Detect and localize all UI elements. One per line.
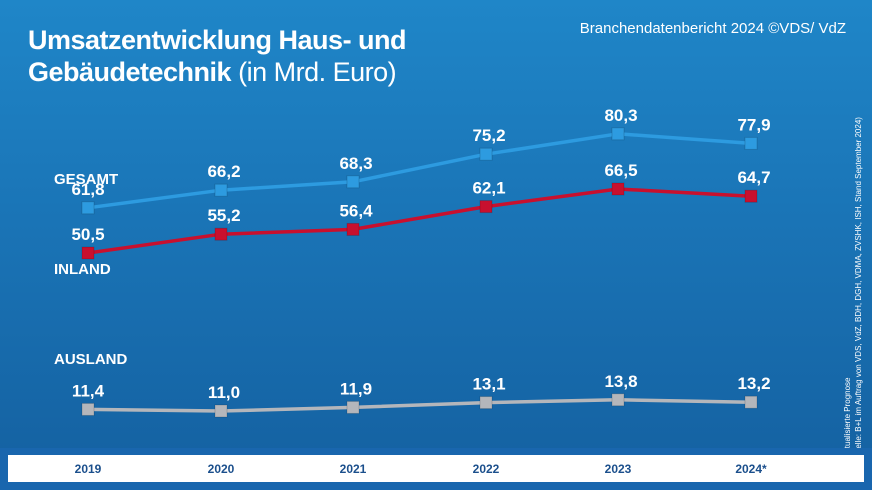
data-label-gesamt-2020: 66,2 — [207, 162, 240, 181]
data-point-inland-2023 — [611, 182, 625, 196]
data-point-gesamt-2023 — [611, 127, 625, 141]
data-point-inland-2022 — [479, 200, 493, 214]
data-label-ausland-2019: 11,4 — [72, 381, 105, 400]
data-point-ausland-2022 — [479, 396, 493, 410]
data-label-inland-2019: 50,5 — [71, 225, 104, 244]
source-credit: Branchendatenbericht 2024 ©VDS/ VdZ — [579, 20, 846, 37]
x-tick-label-2023: 2023 — [605, 462, 632, 476]
data-point-ausland-2021 — [346, 400, 360, 414]
legend-label-ausland: AUSLAND — [54, 351, 127, 368]
data-point-gesamt-2020 — [214, 183, 228, 197]
data-point-gesamt-2019 — [81, 201, 95, 215]
series-line-inland — [86, 187, 753, 255]
x-tick-label-2020: 2020 — [208, 462, 235, 476]
data-label-ausland-2022: 13,1 — [472, 375, 505, 394]
data-label-ausland-2024: 13,2 — [737, 374, 770, 393]
data-point-inland-2020 — [214, 227, 228, 241]
data-point-ausland-2019 — [81, 402, 95, 416]
data-point-gesamt-2021 — [346, 175, 360, 189]
data-label-inland-2023: 66,5 — [604, 161, 637, 180]
x-tick-label-2024: 2024* — [735, 462, 767, 476]
legend-label-gesamt: GESAMT — [54, 171, 118, 188]
data-label-gesamt-2019: 61,8 — [71, 180, 104, 199]
data-label-inland-2022: 62,1 — [472, 179, 505, 198]
data-label-gesamt-2021: 68,3 — [339, 154, 372, 173]
legend-label-inland: INLAND — [54, 261, 111, 278]
data-label-inland-2021: 56,4 — [339, 201, 373, 220]
x-tick-label-2021: 2021 — [340, 462, 367, 476]
data-point-inland-2019 — [81, 246, 95, 260]
data-point-ausland-2024 — [744, 395, 758, 409]
data-label-ausland-2021: 11,9 — [340, 379, 372, 398]
data-label-ausland-2020: 11,0 — [208, 383, 240, 402]
series-line-gesamt — [86, 132, 753, 210]
data-point-inland-2021 — [346, 222, 360, 236]
series-line-ausland — [86, 398, 753, 413]
data-label-inland-2020: 55,2 — [207, 206, 240, 225]
data-point-ausland-2020 — [214, 404, 228, 418]
title-line-2: Gebäudetechnik — [28, 57, 232, 87]
data-label-inland-2024: 64,7 — [737, 168, 770, 187]
title-line-1: Umsatzentwicklung Haus- und — [28, 25, 407, 55]
x-tick-label-2019: 2019 — [75, 462, 102, 476]
title-unit: (in Mrd. Euro) — [238, 57, 397, 87]
data-label-ausland-2023: 13,8 — [604, 372, 637, 391]
chart-title: Umsatzentwicklung Haus- und Gebäudetechn… — [28, 24, 407, 88]
data-label-gesamt-2024: 77,9 — [737, 115, 770, 134]
data-label-gesamt-2022: 75,2 — [472, 126, 505, 145]
data-point-inland-2024 — [744, 189, 758, 203]
x-axis-panel — [8, 455, 864, 482]
data-label-gesamt-2023: 80,3 — [604, 106, 637, 125]
data-point-gesamt-2022 — [479, 147, 493, 161]
x-tick-label-2022: 2022 — [473, 462, 500, 476]
data-point-ausland-2023 — [611, 393, 625, 407]
data-point-gesamt-2024 — [744, 136, 758, 150]
